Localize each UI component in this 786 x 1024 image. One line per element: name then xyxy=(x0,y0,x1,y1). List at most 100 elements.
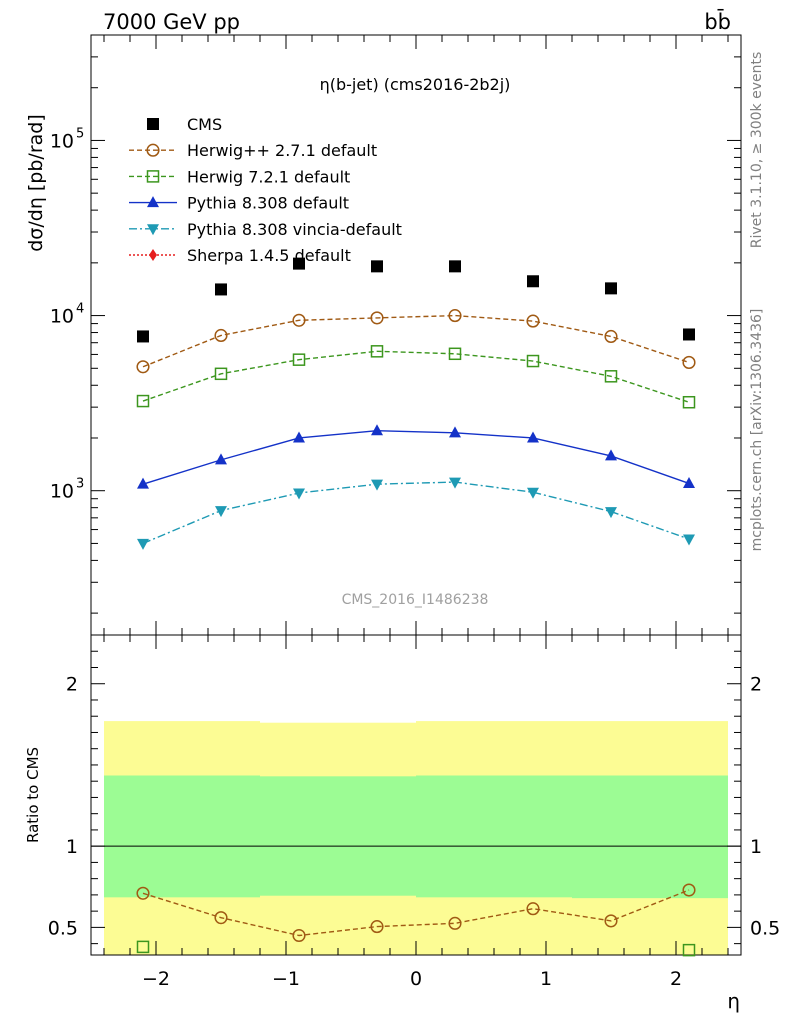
ratio-tick-label-right: 0.5 xyxy=(750,917,780,939)
x-tick-label: −1 xyxy=(272,968,300,990)
watermark: CMS_2016_I1486238 xyxy=(342,592,489,608)
inner-band-0 xyxy=(104,775,260,898)
data-point-series-4 xyxy=(527,487,539,499)
series-line-1 xyxy=(142,314,690,368)
data-point-series-2 xyxy=(292,353,306,366)
series-line-3 xyxy=(142,430,690,485)
data-point-series-4 xyxy=(215,506,227,518)
data-point-series-2 xyxy=(526,354,540,368)
ratio-tick-label-left: 1 xyxy=(66,836,78,858)
y-tick-label: 10 xyxy=(50,481,74,503)
data-point-series-1 xyxy=(136,360,150,374)
data-point-series-3 xyxy=(605,449,617,461)
inner-band-2 xyxy=(416,775,572,898)
y-tick-label: 10 xyxy=(50,130,74,152)
ratio-point-series-0 xyxy=(682,883,696,897)
data-point-series-0 xyxy=(605,282,617,295)
data-point-series-0 xyxy=(215,283,227,296)
legend-label-1: Herwig++ 2.7.1 default xyxy=(187,141,377,160)
data-point-series-3 xyxy=(293,431,305,443)
data-point-series-0 xyxy=(449,260,461,273)
y-tick-exponent: 4 xyxy=(76,302,84,317)
chart-title: η(b-jet) (cms2016-2b2j) xyxy=(320,75,511,94)
data-point-series-4 xyxy=(137,538,149,550)
data-point-series-2 xyxy=(604,370,618,383)
mcplots-label: mcplots.cern.ch [arXiv:1306.3436] xyxy=(749,309,765,552)
data-point-series-1 xyxy=(604,329,618,343)
legend-label-2: Herwig 7.2.1 default xyxy=(187,167,350,186)
series-line-2 xyxy=(142,350,690,403)
legend-label-4: Pythia 8.308 vincia-default xyxy=(187,220,402,239)
ratio-point-series-0 xyxy=(136,886,150,900)
ratio-tick-label-left: 0.5 xyxy=(48,917,78,939)
ratio-point-series-0 xyxy=(604,914,618,928)
legend-marker-2 xyxy=(146,170,160,183)
x-tick-label: 0 xyxy=(410,968,422,990)
data-point-series-0 xyxy=(371,260,383,273)
data-point-series-4 xyxy=(293,488,305,500)
data-point-series-2 xyxy=(136,394,150,408)
data-point-series-4 xyxy=(605,507,617,519)
data-point-series-4 xyxy=(683,534,695,546)
y-tick-exponent: 3 xyxy=(76,477,84,492)
data-point-series-1 xyxy=(448,309,462,323)
ratio-tick-label-right: 2 xyxy=(750,674,762,696)
header-right: bb̄ xyxy=(704,9,731,34)
data-point-series-1 xyxy=(214,328,228,343)
data-point-series-3 xyxy=(527,431,539,443)
y-axis-label: dσ/dη [pb/rad] xyxy=(25,114,47,252)
ratio-point-series-1 xyxy=(682,943,696,957)
legend-label-0: CMS xyxy=(187,115,222,134)
legend-label-3: Pythia 8.308 default xyxy=(187,194,349,213)
legend-marker-3 xyxy=(147,196,159,208)
series-line-4 xyxy=(142,481,690,545)
ratio-point-series-0 xyxy=(448,916,462,930)
y-tick-label: 10 xyxy=(50,306,74,328)
ratio-y-axis-label: Ratio to CMS xyxy=(24,747,42,843)
data-point-series-1 xyxy=(682,355,696,369)
x-tick-label: 1 xyxy=(540,968,552,990)
data-point-series-3 xyxy=(137,477,149,489)
legend-marker-5 xyxy=(149,249,157,261)
data-point-series-4 xyxy=(449,477,461,489)
ratio-point-series-0 xyxy=(370,920,384,934)
data-point-series-0 xyxy=(137,330,149,343)
data-point-series-3 xyxy=(215,453,227,465)
x-tick-label: −2 xyxy=(142,968,170,990)
data-point-series-2 xyxy=(448,347,462,361)
legend-marker-4 xyxy=(147,224,159,236)
ratio-tick-label-right: 1 xyxy=(750,836,762,858)
data-point-series-0 xyxy=(293,257,305,270)
ratio-point-series-0 xyxy=(292,928,306,943)
legend-marker-0 xyxy=(147,118,159,130)
data-point-series-1 xyxy=(370,311,384,325)
header-left: 7000 GeV pp xyxy=(103,10,240,34)
ratio-tick-label-left: 2 xyxy=(66,674,78,696)
ratio-point-series-1 xyxy=(136,940,150,954)
ratio-point-series-0 xyxy=(214,911,228,925)
data-point-series-3 xyxy=(371,424,383,436)
legend: CMS Herwig++ 2.7.1 default Herwig 7.2.1 de… xyxy=(129,115,402,265)
data-point-series-2 xyxy=(370,345,384,358)
inner-band-1 xyxy=(260,776,416,896)
legend-marker-1 xyxy=(146,143,160,157)
rivet-label: Rivet 3.1.10, ≥ 300k events xyxy=(749,52,765,249)
data-point-series-0 xyxy=(683,328,695,341)
x-tick-label: 2 xyxy=(670,968,682,990)
data-point-series-1 xyxy=(292,313,306,327)
data-point-series-0 xyxy=(527,275,539,288)
inner-band-3 xyxy=(572,775,728,899)
ratio-panel: −2 −1 0 1 2 0.5 0.5 1 1 2 2 xyxy=(48,634,780,990)
x-axis-label: η xyxy=(727,989,740,1013)
data-point-series-3 xyxy=(683,476,695,488)
data-point-series-2 xyxy=(682,395,696,409)
data-point-series-4 xyxy=(371,479,383,491)
data-point-series-2 xyxy=(214,367,228,381)
ratio-point-series-0 xyxy=(526,902,540,916)
data-point-series-1 xyxy=(526,314,540,328)
y-tick-exponent: 5 xyxy=(76,126,84,141)
legend-label-5: Sherpa 1.4.5 default xyxy=(187,246,351,265)
data-point-series-3 xyxy=(449,426,461,438)
